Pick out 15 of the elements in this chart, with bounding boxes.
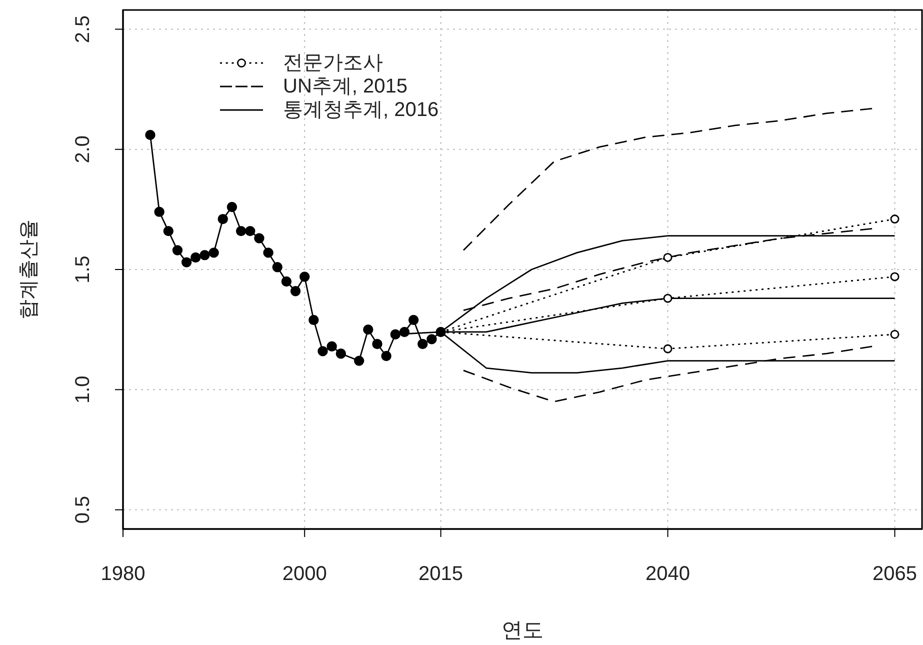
y-tick-label: 0.5	[72, 496, 94, 524]
legend-label: 전문가조사	[283, 52, 383, 74]
y-tick-label: 1.5	[72, 256, 94, 284]
x-tick-label: 2040	[646, 563, 690, 585]
legend-label: UN추계, 2015	[283, 76, 408, 98]
x-tick-label: 2065	[872, 563, 918, 585]
y-tick-label: 2.5	[72, 15, 94, 44]
x-axis-title: 연도	[502, 618, 544, 642]
x-tick-label: 2000	[282, 563, 327, 585]
x-tick-label: 1980	[100, 563, 146, 585]
legend-label: 통계청추계, 2016	[283, 99, 439, 121]
y-axis-title: 합계출산율	[18, 220, 40, 320]
y-tick-label: 2.0	[72, 135, 94, 164]
y-tick-label: 1.0	[72, 376, 94, 404]
x-tick-label: 2015	[418, 563, 464, 585]
